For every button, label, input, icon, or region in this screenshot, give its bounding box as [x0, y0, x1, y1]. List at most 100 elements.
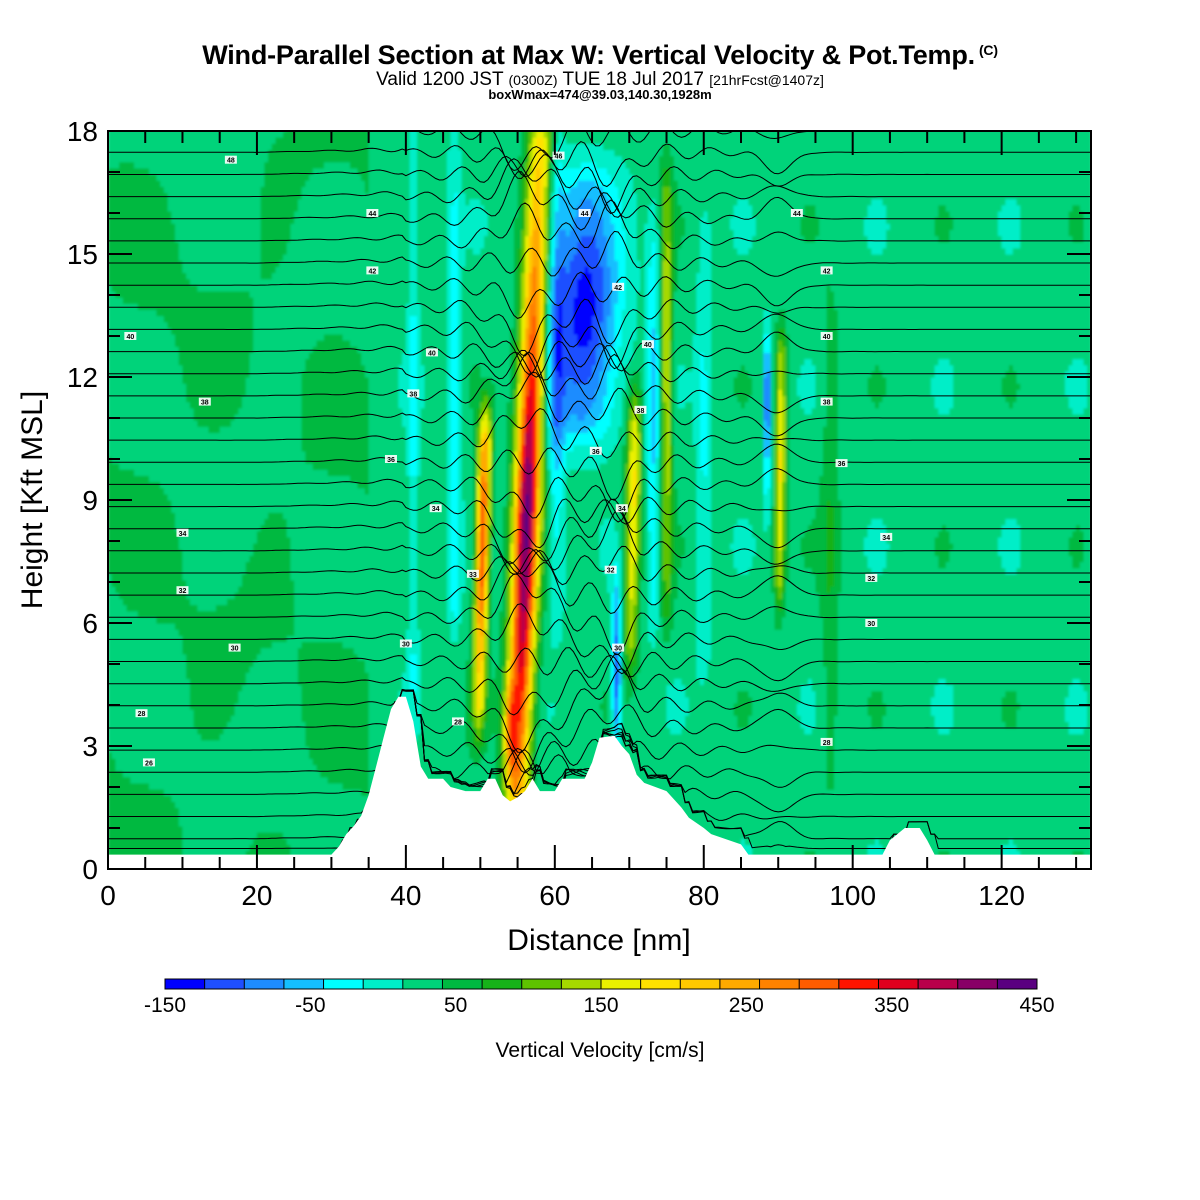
colorbar-swatch [442, 979, 483, 989]
valid-time-line: Valid 1200 JST (0300Z) TUE 18 Jul 2017 [… [0, 69, 1200, 91]
svg-text:28: 28 [823, 740, 831, 747]
theta-contour [108, 230, 1091, 277]
colorbar-tick-label: 350 [874, 994, 909, 1017]
theta-contour [108, 153, 1091, 215]
theta-label: 36 [589, 446, 602, 456]
forecast-info: [21hrFcst@1407z] [709, 72, 824, 88]
x-tick-label: 100 [829, 880, 876, 911]
svg-text:34: 34 [618, 506, 626, 513]
theta-label: 33 [466, 569, 479, 579]
theta-label: 42 [820, 266, 833, 275]
valid-utc: (0300Z) [508, 72, 558, 88]
colorbar-swatch [719, 979, 761, 989]
colorbar-swatch [799, 979, 840, 989]
theta-label: 38 [198, 397, 211, 407]
colorbar-swatch [640, 979, 681, 989]
chart-title: Wind-Parallel Section at Max W: Vertical… [0, 40, 1200, 71]
theta-label: 28 [820, 737, 833, 747]
theta-label: 44 [578, 209, 591, 218]
theta-contour [108, 653, 1091, 716]
svg-text:38: 38 [637, 408, 645, 415]
x-tick-label: 20 [241, 880, 272, 911]
terrain [108, 696, 1091, 869]
svg-text:38: 38 [409, 391, 417, 398]
svg-text:30: 30 [231, 646, 239, 653]
colorbar-swatch [878, 979, 919, 989]
theta-contour [108, 199, 1091, 250]
theta-label: 28 [135, 709, 148, 718]
x-tick-label: 40 [390, 880, 421, 911]
theta-contour [108, 171, 1091, 231]
theta-label: 44 [790, 209, 803, 218]
y-tick-label: 9 [82, 485, 98, 516]
svg-text:38: 38 [823, 400, 831, 407]
colorbar-tick-label: 250 [729, 994, 764, 1017]
theta-label: 42 [366, 266, 379, 275]
box-info: boxWmax=474@39.03,140.30,1928m [488, 87, 712, 102]
svg-text:32: 32 [607, 568, 615, 575]
theta-label: 46 [552, 151, 565, 161]
theta-label: 34 [880, 532, 893, 542]
svg-text:36: 36 [592, 449, 600, 456]
svg-text:46: 46 [555, 154, 563, 161]
svg-text:42: 42 [614, 285, 622, 292]
colorbar-swatch [918, 979, 959, 989]
theta-label: 30 [399, 639, 412, 649]
theta-label: 30 [612, 643, 625, 653]
theta-contour [108, 689, 1091, 774]
svg-text:40: 40 [823, 334, 831, 341]
colorbar-swatch [561, 979, 602, 989]
colorbar-swatch [680, 979, 721, 989]
theta-label: 32 [604, 565, 617, 575]
colorbar-swatch [601, 979, 642, 989]
y-tick-label: 3 [82, 731, 98, 762]
theta-label: 44 [366, 209, 379, 218]
theta-contour [108, 298, 1091, 357]
theta-label: 42 [612, 282, 625, 292]
theta-contour [108, 371, 1091, 437]
svg-text:40: 40 [644, 342, 652, 349]
theta-contour [108, 331, 1091, 378]
x-axis-label: Distance [nm] [507, 924, 690, 957]
svg-text:28: 28 [138, 711, 146, 718]
theta-contour [108, 271, 1091, 319]
svg-text:40: 40 [428, 350, 436, 357]
x-tick-label: 80 [688, 880, 719, 911]
theta-contour [108, 603, 1091, 675]
colorbar-swatch [997, 979, 1038, 989]
theta-contour [108, 496, 1091, 549]
theta-label: 34 [615, 504, 628, 513]
contour-labels: 48 44 42 40 38 40 38 36 34 34 33 32 30 30 28 28 26 46 44 42… [124, 151, 893, 767]
y-tick-label: 18 [67, 116, 98, 147]
colorbar-swatch [244, 979, 285, 989]
theta-label: 30 [228, 643, 241, 653]
theta-label: 38 [820, 397, 833, 407]
y-tick-label: 15 [67, 239, 98, 270]
svg-text:36: 36 [387, 457, 395, 464]
x-tick-label: 60 [539, 880, 570, 911]
theta-contour [108, 668, 1091, 754]
colorbar-label: Vertical Velocity [cm/s] [496, 1039, 705, 1062]
title-mark: (C) [978, 42, 998, 58]
x-tick-label: 0 [100, 880, 116, 911]
theta-label: 32 [865, 573, 878, 583]
svg-text:34: 34 [432, 506, 440, 513]
theta-label: 40 [124, 332, 137, 341]
theta-label: 28 [452, 717, 465, 726]
svg-text:34: 34 [179, 531, 187, 538]
y-tick-label: 12 [67, 362, 98, 393]
theta-label: 48 [224, 155, 237, 165]
svg-text:28: 28 [454, 719, 462, 726]
colorbar-swatch [323, 979, 364, 989]
theta-label: 40 [641, 340, 654, 349]
theta-label: 36 [835, 459, 848, 468]
theta-contour [108, 498, 1091, 565]
colorbar-swatch [204, 979, 245, 989]
colorbar-tick-label: 150 [583, 994, 618, 1017]
svg-text:44: 44 [368, 211, 376, 218]
y-tick-label: 6 [82, 608, 98, 639]
svg-text:36: 36 [838, 461, 846, 468]
svg-text:30: 30 [402, 642, 410, 649]
svg-text:42: 42 [823, 268, 831, 275]
